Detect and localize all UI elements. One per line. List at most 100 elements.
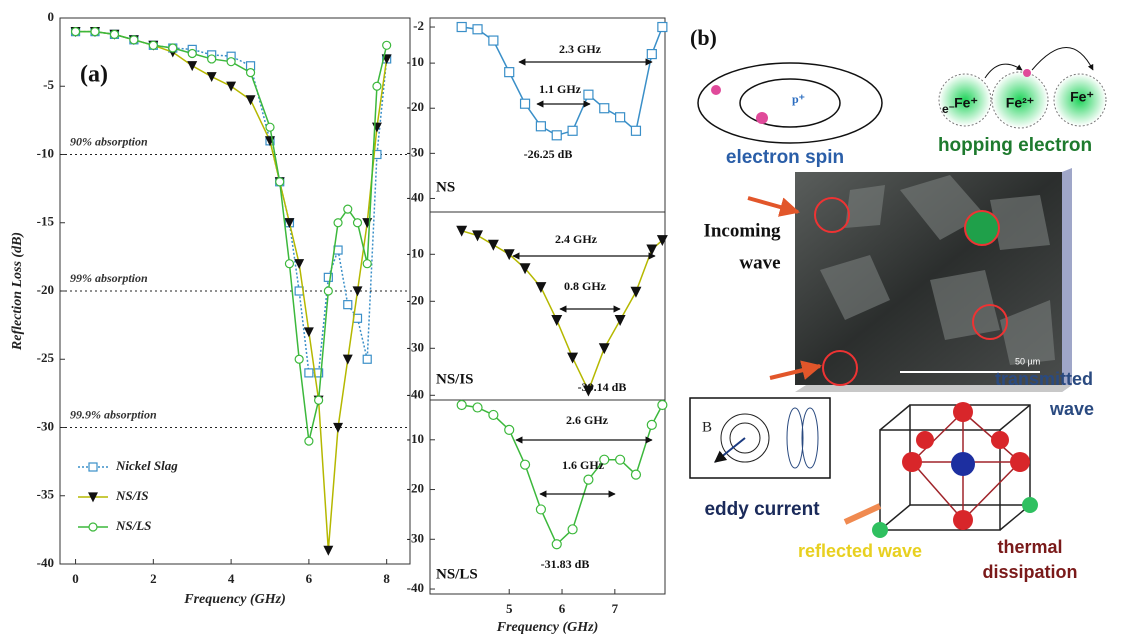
marker <box>247 96 255 104</box>
marker <box>600 104 609 113</box>
marker <box>188 49 196 57</box>
marker <box>521 99 530 108</box>
series-line <box>462 231 663 391</box>
marker <box>373 82 381 90</box>
marker <box>505 425 514 434</box>
marker <box>631 287 640 296</box>
marker <box>631 470 640 479</box>
annotation: 1.6 GHz <box>562 458 605 472</box>
x-axis-label: Frequency (GHz) <box>183 592 286 607</box>
marker <box>110 30 118 38</box>
y-tick-label: -5 <box>43 77 54 92</box>
y-tick-label: -40 <box>37 555 54 570</box>
annotation: -39.14 dB <box>578 380 627 394</box>
marker <box>616 113 625 122</box>
marker <box>552 540 561 549</box>
marker <box>568 525 577 534</box>
marker <box>334 219 342 227</box>
incoming-arrow <box>845 506 880 522</box>
proton: p⁺ <box>792 92 805 106</box>
marker <box>658 23 667 32</box>
marker <box>473 231 482 240</box>
ion-label: Fe²⁺ <box>1006 95 1034 111</box>
transmitted-wave-label: transmitted <box>995 369 1093 389</box>
marker <box>363 260 371 268</box>
legend-label: NS/IS <box>115 488 149 503</box>
y-tick-label: -30 <box>407 530 424 545</box>
marker <box>344 355 352 363</box>
hop-arrow <box>1032 48 1093 71</box>
y-axis-label: Reflection Loss (dB) <box>10 232 25 351</box>
marker <box>600 344 609 353</box>
marker <box>344 205 352 213</box>
x-axis-label: Frequency (GHz) <box>496 620 599 635</box>
marker <box>285 260 293 268</box>
x-tick-label: 6 <box>559 601 566 616</box>
y-tick-label: -10 <box>407 54 424 69</box>
marker <box>247 69 255 77</box>
y-tick-label: -40 <box>407 386 424 401</box>
marker <box>72 28 80 36</box>
electron-spin-label: electron spin <box>726 147 844 168</box>
incoming-wave-label: wave <box>739 252 780 273</box>
marker <box>505 68 514 77</box>
x-tick-label: 5 <box>506 601 513 616</box>
y-tick-label: -20 <box>37 282 54 297</box>
y-tick-label: -15 <box>37 214 55 229</box>
y-tick-label: 0 <box>48 9 55 24</box>
scale-bar-label: 50 µm <box>1015 356 1040 366</box>
thermal-label: thermal <box>997 537 1062 557</box>
plot-frame <box>430 18 665 212</box>
panel-label: (b) <box>690 25 717 50</box>
y-tick-label: -20 <box>407 481 424 496</box>
marker <box>149 41 157 49</box>
marker <box>383 41 391 49</box>
marker <box>536 505 545 514</box>
x-tick-label: 0 <box>72 571 79 586</box>
marker <box>354 219 362 227</box>
legend-label: NS/LS <box>115 518 151 533</box>
y-tick-label: -40 <box>407 189 424 204</box>
marker <box>616 455 625 464</box>
marker <box>473 403 482 412</box>
marker <box>457 400 466 409</box>
marker <box>305 437 313 445</box>
marker <box>324 287 332 295</box>
marker <box>324 546 332 554</box>
marker <box>305 328 313 336</box>
diagram: (b) p⁺ electron spin Fe⁺ Fe²⁺ Fe⁺ e⁻ hop… <box>690 25 1106 582</box>
mechanism-circle <box>965 211 999 245</box>
figure: 0-5-10-15-20-25-30-35-4002468Frequency (… <box>0 0 1131 637</box>
field-label: B <box>702 419 712 435</box>
marker <box>616 316 625 325</box>
marker <box>305 369 313 377</box>
marker <box>647 420 656 429</box>
marker <box>536 283 545 292</box>
thermal-label: dissipation <box>982 562 1077 582</box>
panel-label: (a) <box>80 62 108 88</box>
y-tick-label: -10 <box>407 245 424 260</box>
marker <box>521 460 530 469</box>
marker <box>489 410 498 419</box>
marker <box>89 463 97 471</box>
orbit <box>698 63 882 143</box>
marker <box>276 178 284 186</box>
annotation: 1.1 GHz <box>539 82 582 96</box>
x-tick-label: 6 <box>306 571 313 586</box>
ion-label: Fe⁺ <box>954 95 978 111</box>
y-tick-label: -10 <box>407 431 424 446</box>
slab-edge <box>1062 168 1072 392</box>
marker <box>584 90 593 99</box>
marker <box>363 355 371 363</box>
electron-label: e⁻ <box>942 102 955 116</box>
y-tick-label: -20 <box>407 99 424 114</box>
y-tick-label: -35 <box>37 487 55 502</box>
marker <box>552 131 561 140</box>
annotation: 2.6 GHz <box>566 413 609 427</box>
reference-label: 99.9% absorption <box>70 407 157 421</box>
marker <box>188 62 196 70</box>
marker <box>473 25 482 34</box>
hopping-electron-label: hopping electron <box>938 135 1092 156</box>
marker <box>208 55 216 63</box>
